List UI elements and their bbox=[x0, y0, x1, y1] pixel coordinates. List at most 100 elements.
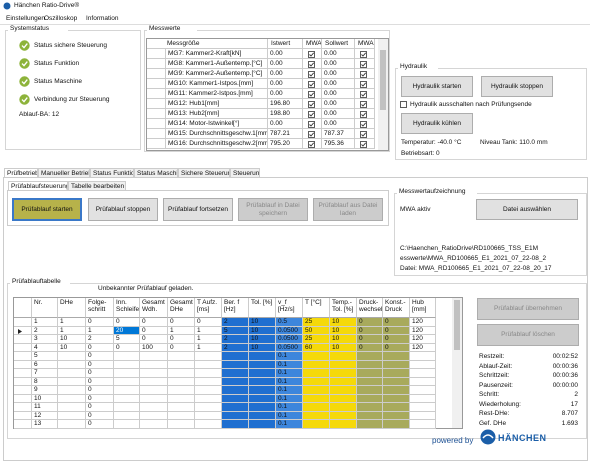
checkbox-svg bbox=[360, 140, 367, 148]
subtab[interactable]: Tabelle bearbeiten bbox=[68, 181, 126, 191]
mode-label: Betriebsart: 0 bbox=[401, 150, 440, 157]
status-ok-icon-svg bbox=[19, 76, 30, 87]
table-cell bbox=[140, 360, 168, 369]
row-header bbox=[14, 420, 32, 429]
checkbox-svg bbox=[360, 80, 367, 88]
row-header bbox=[14, 335, 32, 344]
table-cell bbox=[330, 403, 357, 412]
cell-soll: 0.00 bbox=[322, 79, 355, 89]
table-cell bbox=[303, 369, 330, 378]
table-cell: 10 bbox=[330, 318, 357, 327]
checkbox bbox=[308, 130, 315, 138]
checkbox bbox=[308, 120, 315, 128]
checkbox bbox=[308, 90, 315, 98]
subtab[interactable]: Prüfablaufsteuerung bbox=[8, 181, 68, 191]
row-header bbox=[14, 318, 32, 327]
tab[interactable]: Prüfbetrieb bbox=[4, 168, 38, 178]
path-label: Datei: MWA_RD100665_E1_2021_07_22-08_20_… bbox=[400, 265, 552, 272]
status-label: Status Maschine bbox=[34, 78, 83, 85]
button[interactable]: Prüfablauf fortsetzen bbox=[163, 198, 233, 221]
menu-item[interactable]: Einstellungen bbox=[6, 15, 46, 22]
table-cell: 0 bbox=[86, 352, 114, 361]
menu-item[interactable]: Oszilloskop bbox=[44, 15, 78, 22]
table-cell: 120 bbox=[410, 335, 436, 344]
table-cell bbox=[168, 411, 195, 420]
table-header: Gesamt DHe bbox=[168, 298, 195, 318]
cell-mwa bbox=[303, 89, 322, 99]
button[interactable]: Prüfablauf übernehmen bbox=[477, 298, 579, 320]
table-cell: 10 bbox=[249, 343, 276, 352]
table-cell: 0 bbox=[140, 326, 168, 335]
subtab-content bbox=[7, 190, 389, 226]
row-header bbox=[14, 326, 32, 335]
table-cell bbox=[383, 394, 410, 403]
tab[interactable]: Status Maschine bbox=[134, 168, 178, 178]
button[interactable]: Hydraulik starten bbox=[401, 76, 473, 97]
table-cell bbox=[383, 386, 410, 395]
table-cell: 0 bbox=[357, 335, 383, 344]
table-cell: 0 bbox=[86, 420, 114, 429]
table-cell: 120 bbox=[410, 326, 436, 335]
menu-item[interactable]: Information bbox=[86, 15, 119, 22]
table-cell: 0 bbox=[86, 318, 114, 327]
table-cell bbox=[330, 360, 357, 369]
table-cell bbox=[58, 394, 86, 403]
table-cell: 6 bbox=[32, 360, 58, 369]
cell-soll: 0.00 bbox=[322, 59, 355, 69]
button[interactable]: Prüfablauf starten bbox=[12, 198, 82, 221]
table-header: Nr. bbox=[32, 298, 58, 318]
row-marker bbox=[147, 99, 166, 109]
table-cell: 0 bbox=[383, 318, 410, 327]
table-cell: 9 bbox=[32, 386, 58, 395]
stat-value: 00:00:36 bbox=[552, 372, 578, 379]
checkbox bbox=[360, 110, 367, 118]
cell-mwa bbox=[355, 139, 375, 149]
table-cell: 13 bbox=[32, 420, 58, 429]
cell-soll: 0.00 bbox=[322, 109, 355, 119]
tab[interactable]: Manueller Betrieb bbox=[38, 168, 90, 178]
button[interactable]: Prüfablauf aus Datei laden bbox=[313, 198, 383, 221]
table-cell bbox=[58, 403, 86, 412]
table-cell bbox=[357, 394, 383, 403]
cell-mwa bbox=[355, 119, 375, 129]
table-frame bbox=[13, 297, 463, 429]
table-cell: 25 bbox=[303, 318, 330, 327]
table-cell: 60 bbox=[303, 343, 330, 352]
checkbox bbox=[308, 100, 315, 108]
checkbox bbox=[308, 80, 315, 88]
button[interactable]: Datei auswählen bbox=[476, 199, 578, 220]
table-cell bbox=[330, 420, 357, 429]
table-cell: 3 bbox=[32, 335, 58, 344]
group-table bbox=[7, 283, 587, 439]
tab[interactable]: Status Funktion bbox=[90, 168, 134, 178]
table-cell: 1 bbox=[195, 326, 222, 335]
button[interactable]: Prüfablauf stoppen bbox=[88, 198, 158, 221]
group-title: Messwerte bbox=[147, 25, 197, 34]
cell-ist: 0.00 bbox=[268, 89, 303, 99]
table-cell: 20 bbox=[114, 326, 140, 335]
table-cell bbox=[383, 403, 410, 412]
table-cell: 0 bbox=[114, 318, 140, 327]
status-ok-icon bbox=[19, 94, 30, 105]
cell-mwa bbox=[355, 129, 375, 139]
row-header bbox=[14, 403, 32, 412]
cell-soll: 795.36 bbox=[322, 139, 355, 149]
button[interactable]: Hydraulik stoppen bbox=[481, 76, 553, 97]
table-cell bbox=[249, 394, 276, 403]
table-cell bbox=[357, 420, 383, 429]
stat-label: Gef. DHe bbox=[479, 419, 507, 427]
tab[interactable]: Sichere Steuerung bbox=[178, 168, 230, 178]
table-cell bbox=[195, 411, 222, 420]
app-icon-svg bbox=[3, 2, 11, 10]
button[interactable]: Prüfablauf in Datei speichern bbox=[238, 198, 308, 221]
table-cell bbox=[168, 369, 195, 378]
stat-label: Schrittzeit: bbox=[479, 372, 510, 379]
scroll-thumb bbox=[454, 300, 460, 350]
table-cell bbox=[114, 377, 140, 386]
stat-value: 00:00:00 bbox=[552, 381, 578, 389]
button[interactable]: Hydraulik kühlen bbox=[401, 113, 473, 134]
table-cell bbox=[303, 360, 330, 369]
cell-ist: 196.80 bbox=[268, 99, 303, 109]
tab[interactable]: Steuerung bbox=[230, 168, 260, 178]
button[interactable]: Prüfablauf löschen bbox=[477, 324, 579, 346]
